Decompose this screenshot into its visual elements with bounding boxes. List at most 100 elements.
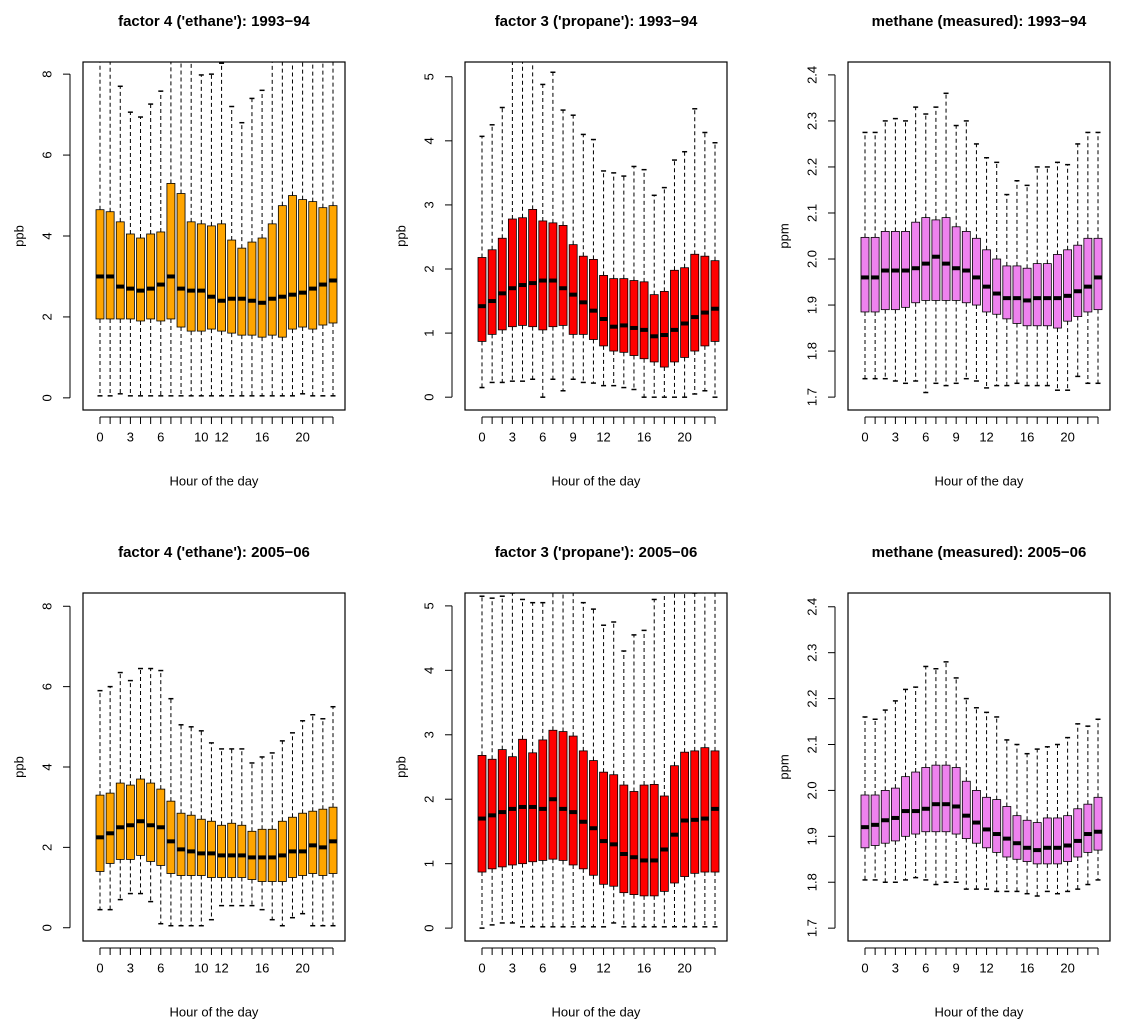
box xyxy=(136,237,145,322)
y-tick-label: 2.1 xyxy=(804,204,819,222)
box xyxy=(196,818,206,876)
panel: factor 4 ('ethane'): 1993−94 Hour of the … xyxy=(11,13,346,488)
x-tick-label: 0 xyxy=(478,960,485,975)
box xyxy=(690,253,700,352)
x-tick-label: 6 xyxy=(157,960,164,975)
x-tick-label: 6 xyxy=(157,429,164,444)
y-tick-label: 2.2 xyxy=(804,158,819,176)
y-tick-label: 2 xyxy=(39,313,54,320)
box xyxy=(186,221,196,332)
box xyxy=(538,739,548,861)
box xyxy=(308,810,318,874)
box xyxy=(1063,815,1073,862)
x-tick-label: 16 xyxy=(637,429,651,444)
x-tick-label: 16 xyxy=(255,429,269,444)
y-axis-label: ppm xyxy=(776,223,791,248)
box xyxy=(1042,817,1052,865)
box xyxy=(207,225,216,330)
box xyxy=(477,257,487,342)
box xyxy=(619,784,629,894)
panel-title: methane (measured): 2005−06 xyxy=(872,544,1087,561)
x-tick-label: 3 xyxy=(892,429,899,444)
box xyxy=(558,225,568,326)
box xyxy=(931,219,941,301)
y-tick-label: 4 xyxy=(421,137,436,144)
box xyxy=(95,209,105,320)
box xyxy=(115,782,125,860)
x-tick-label: 0 xyxy=(96,429,103,444)
box xyxy=(649,784,659,897)
plot-frame xyxy=(847,592,1111,942)
x-tick-label: 0 xyxy=(861,429,868,444)
panel: factor 3 ('propane'): 2005−06 Hour of the… xyxy=(393,544,728,1019)
plot-area xyxy=(477,62,720,398)
x-tick-label: 3 xyxy=(892,960,899,975)
box xyxy=(288,816,297,878)
box xyxy=(870,236,880,313)
box xyxy=(589,258,598,340)
box xyxy=(298,812,308,876)
box xyxy=(982,249,991,313)
box xyxy=(961,780,971,840)
box xyxy=(298,199,308,328)
box xyxy=(639,281,649,360)
y-tick-label: 0 xyxy=(39,924,54,931)
box xyxy=(961,230,971,304)
x-axis-label: Hour of the day xyxy=(170,1004,259,1019)
y-axis-label: ppb xyxy=(11,756,26,778)
y-tick-label: 1.8 xyxy=(804,342,819,360)
box xyxy=(227,239,237,334)
y-tick-label: 6 xyxy=(39,683,54,690)
y-tick-label: 6 xyxy=(39,151,54,158)
box xyxy=(277,205,287,338)
box xyxy=(146,233,156,320)
x-tick-label: 3 xyxy=(127,960,134,975)
box xyxy=(1063,249,1073,322)
box xyxy=(982,796,991,849)
x-tick-label: 20 xyxy=(295,429,309,444)
box xyxy=(166,182,176,320)
y-tick-label: 5 xyxy=(421,602,436,609)
box xyxy=(125,784,135,860)
box xyxy=(507,218,517,328)
box xyxy=(890,787,900,842)
x-tick-label: 3 xyxy=(509,429,516,444)
box xyxy=(105,211,115,320)
x-tick-label: 16 xyxy=(1020,960,1034,975)
box xyxy=(690,750,700,874)
box xyxy=(941,764,951,833)
box xyxy=(599,275,608,347)
y-tick-label: 2.4 xyxy=(804,66,819,84)
x-tick-label: 9 xyxy=(570,960,577,975)
box xyxy=(680,267,690,358)
box xyxy=(247,241,257,336)
panel: factor 3 ('propane'): 1993−94 Hour of the… xyxy=(393,13,728,488)
plot-frame xyxy=(82,592,346,942)
box xyxy=(237,247,247,336)
y-tick-label: 2.0 xyxy=(804,250,819,268)
box xyxy=(700,255,710,347)
x-tick-label: 12 xyxy=(979,429,993,444)
box xyxy=(710,260,720,342)
box xyxy=(972,790,981,844)
x-tick-label: 20 xyxy=(677,960,691,975)
box xyxy=(941,217,951,301)
x-axis-label: Hour of the day xyxy=(552,473,641,488)
y-tick-label: 3 xyxy=(421,201,436,208)
box xyxy=(328,205,338,324)
y-tick-label: 2.2 xyxy=(804,690,819,708)
box xyxy=(1032,822,1042,865)
box xyxy=(1032,263,1042,327)
box xyxy=(568,735,578,866)
y-tick-label: 4 xyxy=(39,232,54,239)
box xyxy=(1093,796,1103,851)
x-tick-label: 0 xyxy=(96,960,103,975)
y-tick-label: 1.9 xyxy=(804,827,819,845)
box xyxy=(318,207,328,326)
box xyxy=(267,828,277,882)
panel: methane (measured): 2005−06 Hour of the d… xyxy=(776,544,1111,1019)
y-tick-label: 1.7 xyxy=(804,388,819,406)
box xyxy=(528,209,538,328)
box xyxy=(629,280,639,356)
